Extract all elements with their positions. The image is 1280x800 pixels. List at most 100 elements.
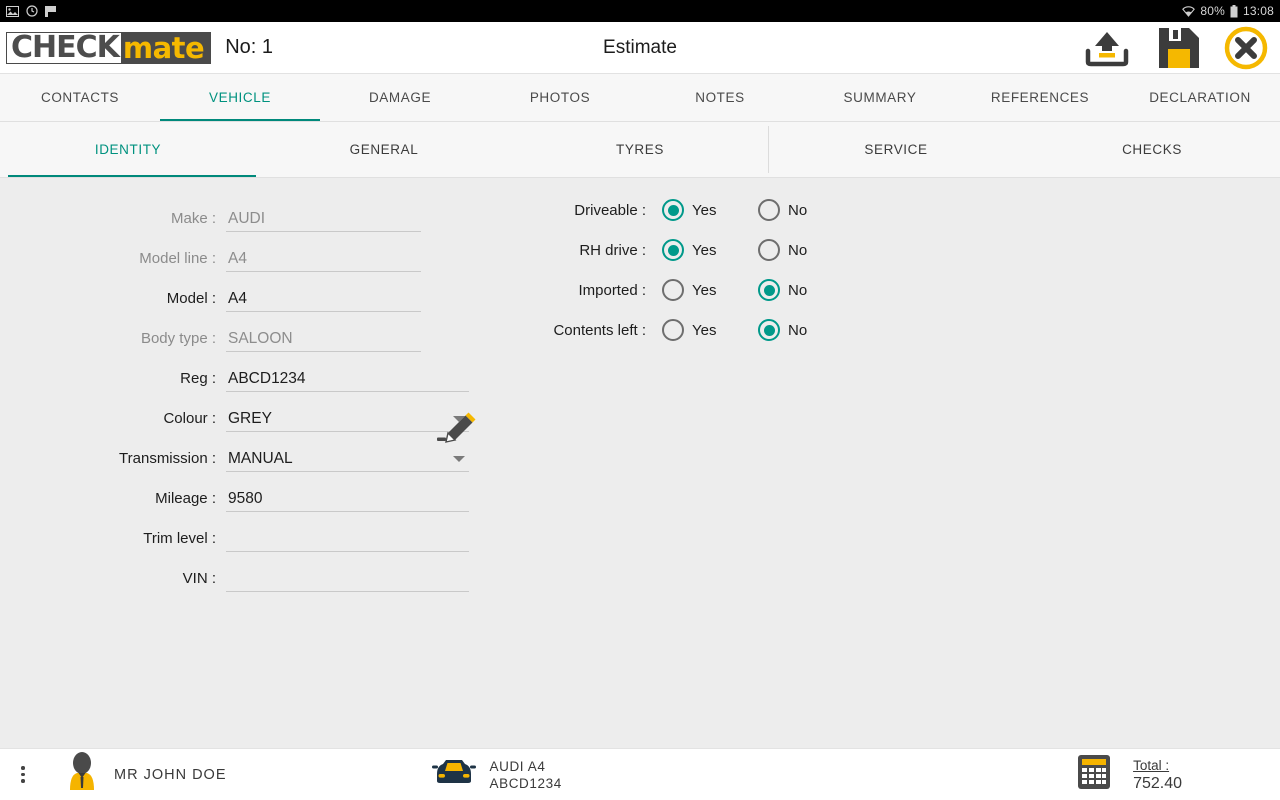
customer-summary[interactable]: MR JOHN DOE bbox=[64, 752, 227, 797]
tab-contacts[interactable]: CONTACTS bbox=[40, 90, 120, 105]
total-text-block: Total : 752.40 bbox=[1133, 757, 1182, 793]
model-value: A4 bbox=[228, 289, 247, 307]
logo-text-check: CHECK bbox=[11, 29, 120, 65]
radio-button-empty-icon bbox=[758, 199, 780, 221]
job-number: No: 1 bbox=[225, 36, 274, 58]
status-bar-left-icons bbox=[6, 5, 56, 17]
subtab-identity[interactable]: IDENTITY bbox=[0, 122, 256, 177]
vehicle-identity-fields: Make : AUDI Model line : A4 Model : A4 B… bbox=[0, 178, 500, 592]
radio-button-selected-icon bbox=[758, 279, 780, 301]
subtab-checks[interactable]: CHECKS bbox=[1122, 142, 1182, 157]
rh-drive-yes-label: Yes bbox=[692, 241, 717, 259]
transmission-select[interactable]: MANUAL bbox=[226, 440, 469, 472]
subtab-service[interactable]: SERVICE bbox=[768, 122, 1024, 177]
field-colour: Colour : GREY bbox=[0, 392, 500, 432]
contents-left-no-label: No bbox=[788, 321, 808, 339]
chevron-down-icon bbox=[453, 416, 465, 422]
tab-summary[interactable]: SUMMARY bbox=[843, 90, 917, 105]
vehicle-summary-text: AUDI A4 ABCD1234 bbox=[490, 758, 562, 792]
radio-button-empty-icon bbox=[662, 319, 684, 341]
tab-vehicle[interactable]: VEHICLE bbox=[160, 74, 320, 121]
vehicle-condition-options: Driveable : Yes No RH drive : Yes No Imp… bbox=[500, 178, 854, 350]
body-type-value: SALOON bbox=[228, 329, 293, 347]
model-line-value: A4 bbox=[228, 249, 247, 267]
close-button[interactable] bbox=[1224, 26, 1268, 70]
model-line-input: A4 bbox=[226, 240, 421, 272]
contents-left-yes-option[interactable]: Yes bbox=[662, 319, 758, 341]
battery-icon bbox=[1230, 4, 1238, 18]
imported-no-label: No bbox=[788, 281, 808, 299]
wifi-icon bbox=[1182, 5, 1196, 17]
total-value: 752.40 bbox=[1133, 774, 1182, 792]
imported-yes-option[interactable]: Yes bbox=[662, 279, 758, 301]
flag-icon bbox=[45, 5, 56, 17]
field-make: Make : AUDI bbox=[0, 192, 500, 232]
vehicle-reg: ABCD1234 bbox=[489, 775, 562, 791]
reg-input[interactable]: ABCD1234 bbox=[226, 360, 469, 392]
image-icon bbox=[6, 5, 19, 17]
colour-select[interactable]: GREY bbox=[226, 400, 469, 432]
chevron-down-icon bbox=[453, 456, 465, 462]
radio-button-empty-icon bbox=[662, 279, 684, 301]
contents-left-no-option[interactable]: No bbox=[758, 319, 854, 341]
model-input[interactable]: A4 bbox=[226, 280, 421, 312]
radio-row-rh-drive: RH drive : Yes No bbox=[500, 230, 854, 270]
rh-drive-yes-option[interactable]: Yes bbox=[662, 239, 758, 261]
field-label-transmission: Transmission : bbox=[119, 450, 216, 467]
radio-row-driveable: Driveable : Yes No bbox=[500, 190, 854, 230]
make-input: AUDI bbox=[226, 200, 421, 232]
make-value: AUDI bbox=[228, 209, 266, 227]
field-reg: Reg : ABCD1234 bbox=[0, 352, 500, 392]
field-label-make: Make : bbox=[170, 210, 216, 227]
status-bar-right: 80% 13:08 bbox=[1182, 4, 1274, 18]
driveable-yes-label: Yes bbox=[692, 201, 717, 219]
vin-input[interactable] bbox=[226, 560, 469, 592]
tab-notes[interactable]: NOTES bbox=[695, 90, 745, 105]
overflow-menu-icon[interactable] bbox=[0, 766, 46, 783]
field-transmission: Transmission : MANUAL bbox=[0, 432, 500, 472]
app-logo: CHECK mate bbox=[6, 29, 212, 65]
save-button[interactable] bbox=[1156, 25, 1202, 71]
upload-button[interactable] bbox=[1080, 29, 1134, 67]
total-summary[interactable]: Total : 752.40 bbox=[1077, 754, 1182, 795]
radio-label-imported: Imported : bbox=[578, 281, 646, 299]
tab-damage[interactable]: DAMAGE bbox=[368, 90, 432, 105]
radio-row-contents-left: Contents left : Yes No bbox=[500, 310, 854, 350]
transmission-value: MANUAL bbox=[228, 449, 293, 467]
rh-drive-no-option[interactable]: No bbox=[758, 239, 854, 261]
radio-label-driveable: Driveable : bbox=[574, 201, 646, 219]
field-body-type: Body type : SALOON bbox=[0, 312, 500, 352]
field-label-trim-level: Trim level : bbox=[143, 530, 216, 547]
radio-button-selected-icon bbox=[758, 319, 780, 341]
tab-photos[interactable]: PHOTOS bbox=[529, 90, 591, 105]
tab-references[interactable]: REFERENCES bbox=[990, 90, 1090, 105]
field-label-reg: Reg : bbox=[180, 370, 216, 387]
driveable-no-option[interactable]: No bbox=[758, 199, 854, 221]
radio-label-contents-left: Contents left : bbox=[553, 321, 646, 339]
person-icon bbox=[64, 752, 100, 797]
driveable-yes-option[interactable]: Yes bbox=[662, 199, 758, 221]
vehicle-summary[interactable]: AUDI A4 ABCD1234 bbox=[431, 757, 562, 792]
car-icon bbox=[431, 757, 476, 792]
contents-left-yes-label: Yes bbox=[692, 321, 717, 339]
pencil-icon[interactable] bbox=[434, 406, 482, 452]
subtab-tyres[interactable]: TYRES bbox=[615, 142, 664, 157]
trim-level-value bbox=[226, 546, 228, 551]
calculator-icon bbox=[1077, 754, 1111, 795]
field-label-model: Model : bbox=[166, 290, 216, 307]
logo-text-mate: mate bbox=[120, 32, 211, 63]
tab-declaration[interactable]: DECLARATION bbox=[1149, 90, 1251, 105]
field-label-colour: Colour : bbox=[163, 410, 216, 427]
mileage-input[interactable]: 9580 bbox=[226, 480, 469, 512]
imported-no-option[interactable]: No bbox=[758, 279, 854, 301]
trim-level-input[interactable] bbox=[226, 520, 469, 552]
vehicle-subtab-bar: IDENTITY GENERAL TYRES SERVICE CHECKS bbox=[0, 122, 1280, 178]
body-type-input: SALOON bbox=[226, 320, 421, 352]
identity-form-panel: Make : AUDI Model line : A4 Model : A4 B… bbox=[0, 178, 1280, 748]
reg-value: ABCD1234 bbox=[228, 369, 306, 387]
subtab-general[interactable]: GENERAL bbox=[349, 142, 419, 157]
bottom-bar: MR JOHN DOE AUDI A4 ABCD1234 bbox=[0, 748, 1280, 800]
field-label-mileage: Mileage : bbox=[155, 490, 216, 507]
field-model-line: Model line : A4 bbox=[0, 232, 500, 272]
colour-value: GREY bbox=[228, 409, 272, 427]
